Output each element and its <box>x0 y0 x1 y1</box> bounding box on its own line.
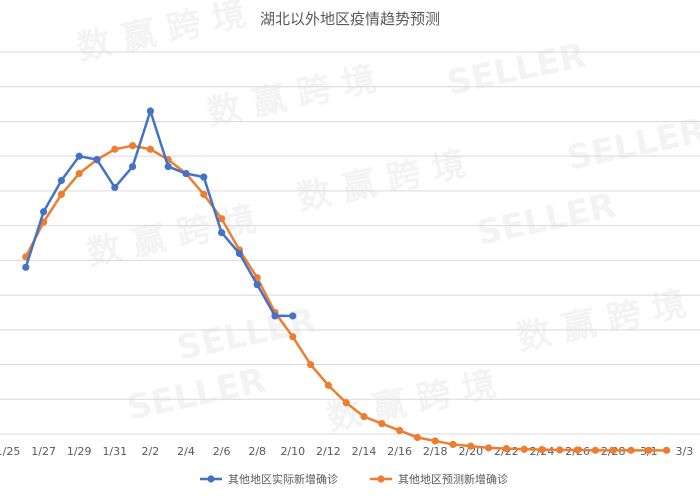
data-point <box>75 169 83 178</box>
data-point <box>253 281 261 289</box>
watermark-text: 数 赢 跨 境 <box>84 199 260 274</box>
data-point <box>40 208 48 216</box>
data-point <box>111 183 119 192</box>
x-tick-label: 1/31 <box>102 445 127 458</box>
x-tick-label: 2/14 <box>352 445 377 458</box>
grid-layer <box>0 51 700 435</box>
data-point <box>182 169 190 178</box>
watermark-text: SELLER <box>444 35 590 103</box>
legend-swatch-marker <box>377 475 385 483</box>
watermark-text: 数 赢 跨 境 <box>74 0 250 69</box>
watermark-text: SELLER <box>564 110 700 178</box>
watermark-text: SELLER <box>124 360 270 428</box>
data-point <box>591 446 600 454</box>
data-point <box>324 381 332 389</box>
data-point <box>57 176 65 185</box>
data-point <box>146 145 154 153</box>
watermark-text: SELLER <box>174 300 320 368</box>
watermark-text: SELLER <box>474 185 620 253</box>
x-tick-label: 2/10 <box>280 445 305 458</box>
data-point <box>235 249 243 258</box>
chart-title: 湖北以外地区疫情趋势预测 <box>260 10 440 28</box>
data-point <box>129 142 137 150</box>
x-tick-label: 2/20 <box>458 445 483 458</box>
data-point <box>200 173 208 181</box>
data-point <box>467 442 475 450</box>
data-point <box>556 446 564 454</box>
data-point <box>627 446 635 454</box>
data-point <box>431 437 439 445</box>
watermark-layer: 数 赢 跨 境SELLER数 赢 跨 境SELLER数 赢 跨 境SELLER数… <box>74 0 700 439</box>
x-tick-label: 2/6 <box>213 445 231 458</box>
legend-item: 其他地区预测新增确诊 <box>370 472 508 486</box>
x-tick-label: 2/2 <box>142 445 160 458</box>
x-tick-label: 1/25 <box>0 445 20 458</box>
data-point <box>485 444 493 452</box>
x-tick-label: 1/29 <box>67 445 92 458</box>
data-point <box>164 163 172 171</box>
data-point <box>502 444 510 453</box>
data-point <box>520 445 528 453</box>
watermark-text: 数 赢 跨 境 <box>204 59 380 134</box>
data-point <box>307 360 315 369</box>
series-line <box>24 109 293 318</box>
data-point <box>200 190 208 198</box>
data-point <box>57 190 65 198</box>
x-tick-label: 3/3 <box>676 445 694 458</box>
data-point <box>129 163 137 171</box>
series-forecast <box>22 142 671 454</box>
data-point <box>93 156 101 164</box>
data-point <box>342 399 350 407</box>
data-point <box>111 145 119 153</box>
x-tick-label: 2/16 <box>387 445 412 458</box>
x-tick-label: 2/12 <box>316 445 341 458</box>
series-layer <box>22 107 671 454</box>
data-point <box>289 312 297 320</box>
data-point <box>413 433 421 442</box>
data-point <box>218 228 226 237</box>
data-point <box>146 107 154 115</box>
x-tick-label: 2/18 <box>423 445 448 458</box>
data-point <box>645 446 653 454</box>
watermark-text: 数 赢 跨 境 <box>324 364 500 439</box>
data-point <box>360 413 368 421</box>
data-point <box>22 263 30 271</box>
legend: 其他地区实际新增确诊 其他地区预测新增确诊 <box>200 472 508 486</box>
data-point <box>609 446 617 454</box>
legend-label: 其他地区实际新增确诊 <box>228 472 338 486</box>
data-point <box>574 446 582 454</box>
data-point <box>75 152 83 160</box>
x-tick-label: 2/4 <box>177 445 195 458</box>
legend-swatch-marker <box>207 475 215 483</box>
data-point <box>538 446 546 454</box>
legend-item: 其他地区实际新增确诊 <box>200 472 338 486</box>
legend-label: 其他地区预测新增确诊 <box>398 472 508 486</box>
data-point <box>271 312 279 320</box>
series-actual <box>22 107 297 320</box>
data-point <box>289 333 297 341</box>
x-tick-label: 2/8 <box>248 445 266 458</box>
data-point <box>218 215 226 223</box>
x-tick-label: 1/27 <box>31 445 56 458</box>
data-point <box>378 419 386 428</box>
data-point <box>396 426 404 435</box>
data-point <box>663 446 671 454</box>
watermark-text: 数 赢 跨 境 <box>294 144 470 219</box>
data-point <box>449 440 457 449</box>
